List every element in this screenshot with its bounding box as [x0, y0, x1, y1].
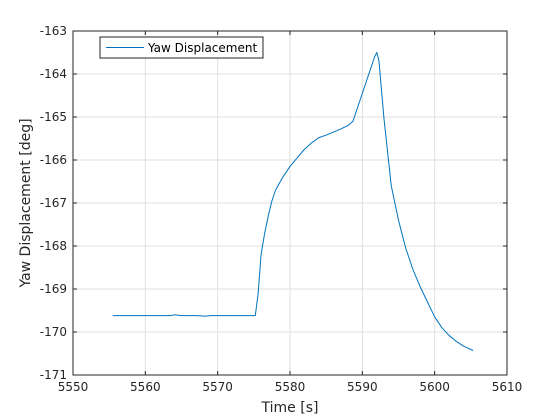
- y-tick-label: -166: [40, 153, 67, 167]
- y-tick-label: -170: [40, 325, 67, 339]
- y-tick-label: -165: [40, 110, 67, 124]
- x-tick-label: 5590: [347, 380, 378, 394]
- legend-box: [99, 36, 264, 59]
- series-layer: [112, 52, 474, 351]
- x-axis-label: Time [s]: [261, 400, 319, 416]
- y-tick-label: -163: [40, 24, 67, 38]
- y-tick-label: -169: [40, 282, 67, 296]
- y-axis-label: Yaw Displacement [deg]: [18, 118, 34, 288]
- y-tick-label: -164: [40, 67, 67, 81]
- y-tick-label: -171: [40, 368, 67, 382]
- x-tick-label: 5550: [58, 380, 89, 394]
- y-tick-label: -168: [40, 239, 67, 253]
- x-tick-label: 5570: [202, 380, 233, 394]
- x-tick-label: 5610: [492, 380, 523, 394]
- y-axis: -171 -170 -169 -168 -167 -166 -165 -164 -163: [40, 24, 507, 382]
- series-line-0: [112, 52, 474, 351]
- x-tick-label: 5600: [419, 380, 450, 394]
- grid: [72, 30, 508, 376]
- legend: Yaw Displacement: [99, 36, 264, 59]
- x-tick-label: 5560: [130, 380, 161, 394]
- legend-label: Yaw Displacement: [147, 41, 257, 55]
- x-axis: 5550 5560 5570 5580 5590 5600 5610: [58, 31, 523, 394]
- x-tick-label: 5580: [275, 380, 306, 394]
- y-tick-label: -167: [40, 196, 67, 210]
